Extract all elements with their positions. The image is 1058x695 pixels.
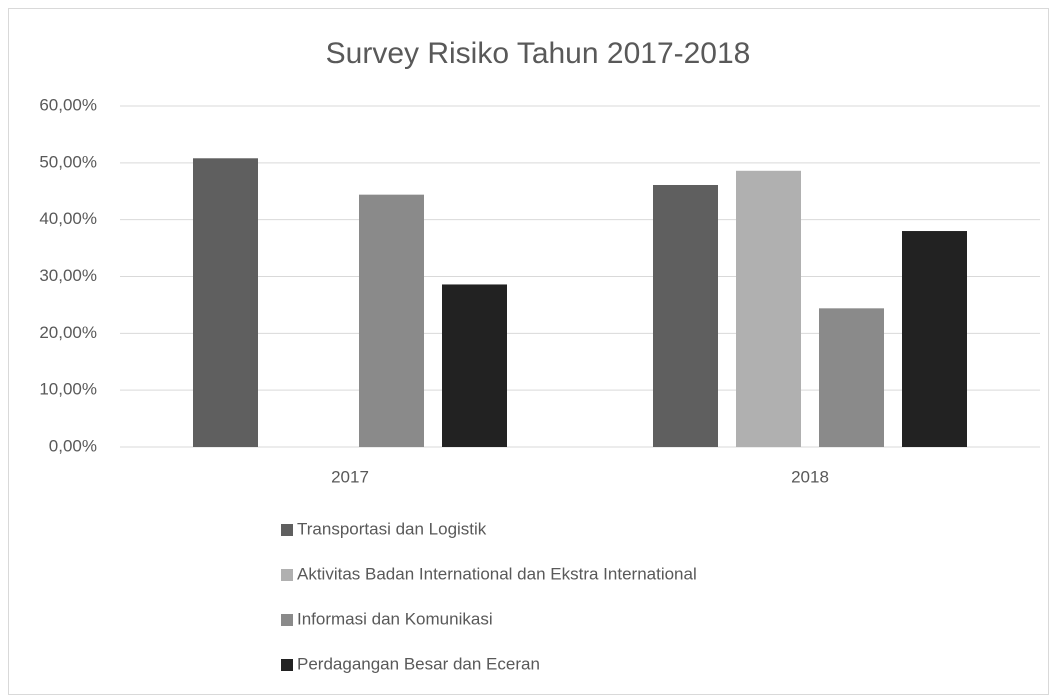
legend-swatch [281, 569, 293, 581]
legend-label: Transportasi dan Logistik [297, 519, 487, 538]
y-tick-label: 10,00% [39, 380, 97, 399]
bar [819, 308, 884, 447]
y-tick-label: 20,00% [39, 323, 97, 342]
bar [193, 158, 258, 447]
y-tick-label: 30,00% [39, 266, 97, 285]
bar [359, 194, 424, 447]
y-tick-label: 0,00% [49, 436, 97, 455]
bar [442, 284, 507, 447]
legend-label: Perdagangan Besar dan Eceran [297, 654, 540, 673]
bar [653, 184, 718, 447]
legend-swatch [281, 614, 293, 626]
y-tick-label: 60,00% [39, 95, 97, 114]
chart-frame [8, 8, 1049, 695]
legend-swatch [281, 659, 293, 671]
y-tick-label: 50,00% [39, 152, 97, 171]
legend-label: Aktivitas Badan International dan Ekstra… [297, 564, 697, 583]
bar [736, 170, 801, 448]
y-tick-label: 40,00% [39, 209, 97, 228]
bar [902, 231, 967, 447]
legend-swatch [281, 524, 293, 536]
chart-title: Survey Risiko Tahun 2017-2018 [326, 37, 751, 70]
legend-label: Informasi dan Komunikasi [297, 609, 493, 628]
x-tick-label: 2018 [791, 467, 829, 486]
x-tick-label: 2017 [331, 467, 369, 486]
